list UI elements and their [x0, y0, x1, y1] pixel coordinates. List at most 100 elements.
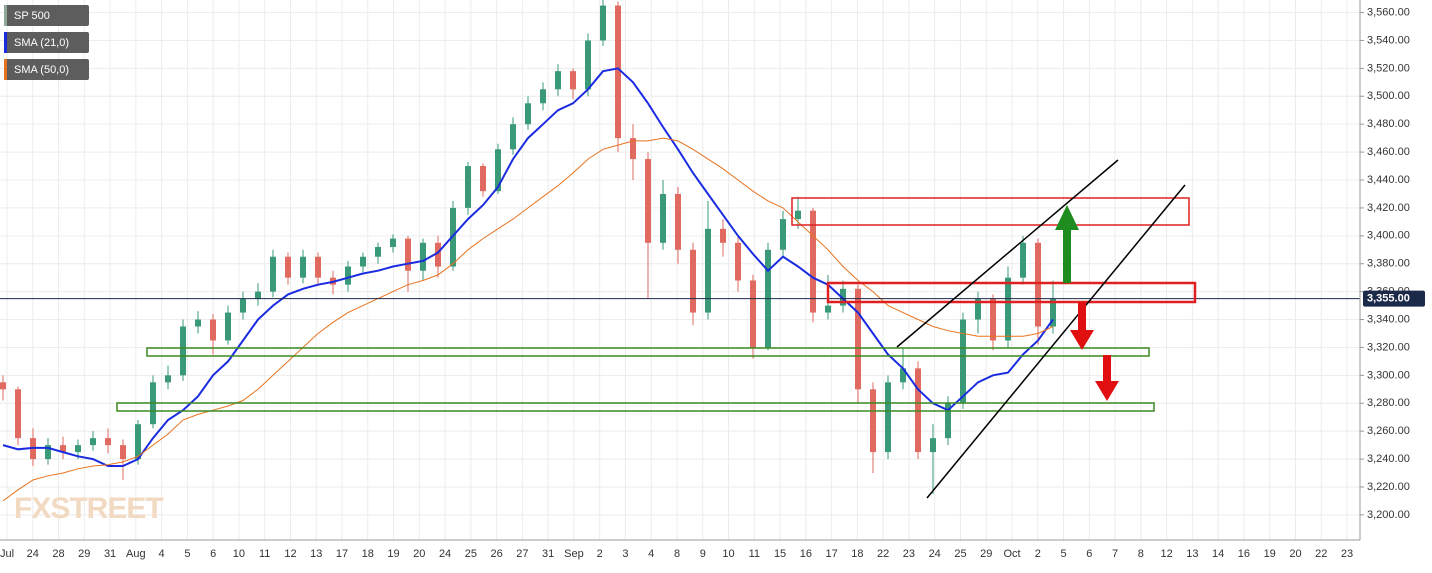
x-tick-label: 11: [749, 548, 760, 560]
candle-body: [255, 291, 261, 299]
down-arrow: [1103, 355, 1111, 383]
x-tick-label: 10: [233, 548, 245, 560]
candle-body: [90, 438, 96, 446]
x-tick-label: 22: [1315, 548, 1327, 560]
axes: 3,200.00 3,220.00 3,240.00 3,260.00 3,280.00…: [0, 0, 1425, 560]
x-tick-label: 18: [851, 548, 863, 560]
y-tick-label: 3,460.00: [1367, 146, 1410, 158]
last-price-label: 3,355.00: [1367, 293, 1410, 305]
x-tick-label: 8: [1138, 548, 1144, 560]
legend-swatch: [4, 59, 7, 80]
x-tick-label: Sep: [564, 548, 584, 560]
legend: SP 500 SMA (21,0) SMA (50,0): [4, 5, 89, 80]
x-tick-label: 19: [387, 548, 399, 560]
candle-body: [480, 166, 486, 192]
up-arrow-head: [1055, 205, 1079, 230]
legend-label: SMA (50,0): [14, 64, 69, 76]
y-tick-label: 3,540.00: [1367, 34, 1410, 46]
sma-line: [2, 137, 1054, 502]
candle-body: [165, 375, 171, 383]
y-tick-label: 3,500.00: [1367, 90, 1410, 102]
candle-body: [240, 298, 246, 313]
x-tick-label: 6: [1086, 548, 1092, 560]
x-tick-label: 18: [362, 548, 374, 560]
candle-body: [525, 103, 531, 125]
x-tick-label: 17: [336, 548, 348, 560]
candle-body: [645, 159, 651, 243]
candle-body: [1035, 242, 1041, 327]
x-tick-label: 31: [104, 548, 116, 560]
x-tick-label: 12: [284, 548, 296, 560]
x-tick-label: 16: [1238, 548, 1250, 560]
y-tick-label: 3,420.00: [1367, 202, 1410, 214]
candle-body: [810, 210, 816, 313]
y-tick-label: 3,400.00: [1367, 230, 1410, 242]
candle-body: [540, 89, 546, 104]
down-arrow-head: [1095, 381, 1119, 401]
candle-body: [345, 266, 351, 285]
candle-body: [360, 256, 366, 267]
trend-line: [896, 159, 1119, 348]
x-tick-label: 5: [1060, 548, 1066, 560]
resistance-zone: [791, 197, 1190, 226]
watermark: FXSTREET: [14, 492, 163, 525]
candle-body: [195, 319, 201, 327]
x-tick-label: 5: [184, 548, 190, 560]
candle-body: [285, 256, 291, 278]
x-tick-label: Aug: [126, 548, 146, 560]
candle-body: [375, 246, 381, 257]
x-tick-label: 27: [516, 548, 528, 560]
candle-body: [780, 219, 786, 250]
resistance-zone: [826, 281, 1197, 304]
candle-body: [600, 5, 606, 41]
x-tick-label: 4: [159, 548, 165, 560]
candle-body: [630, 138, 636, 160]
x-tick-label: 29: [78, 548, 90, 560]
x-tick-label: 15: [774, 548, 786, 560]
candle-body: [825, 305, 831, 313]
x-tick-label: 26: [490, 548, 502, 560]
x-tick-label: 12: [1160, 548, 1172, 560]
y-tick-label: 3,440.00: [1367, 174, 1410, 186]
candle-body: [735, 242, 741, 281]
down-arrow-head: [1070, 330, 1094, 350]
x-tick-label: 19: [1264, 548, 1276, 560]
candle-body: [510, 124, 516, 150]
candle-body: [300, 256, 306, 278]
candle-body: [570, 71, 576, 90]
candle-body: [555, 71, 561, 90]
candle-body: [105, 438, 111, 446]
x-tick-label: 20: [413, 548, 425, 560]
x-tick-label: 17: [825, 548, 837, 560]
x-tick-label: 4: [648, 548, 654, 560]
legend-label: SMA (21,0): [14, 37, 69, 49]
legend-box: [4, 59, 89, 80]
x-tick-label: 22: [877, 548, 889, 560]
candle-body: [225, 312, 231, 341]
candle-body: [60, 445, 66, 453]
support-zone: [116, 402, 1155, 412]
candle-body: [15, 389, 21, 439]
candle-body: [0, 382, 6, 390]
candle-body: [420, 242, 426, 271]
candle-body: [435, 242, 441, 267]
x-tick-label: 20: [1289, 548, 1301, 560]
candle-body: [1005, 277, 1011, 341]
y-tick-label: 3,280.00: [1367, 397, 1410, 409]
candle-body: [75, 445, 81, 453]
candle-body: [930, 438, 936, 453]
x-tick-label: 2: [597, 548, 603, 560]
x-tick-label: 24: [27, 548, 39, 560]
y-tick-label: 3,380.00: [1367, 258, 1410, 270]
candle-body: [870, 389, 876, 453]
y-tick-label: 3,340.00: [1367, 313, 1410, 325]
candle-body: [390, 238, 396, 247]
candle-body: [585, 40, 591, 90]
candle-body: [1050, 298, 1056, 327]
y-tick-label: 3,220.00: [1367, 481, 1410, 493]
candle-body: [660, 193, 666, 243]
x-tick-label: 10: [722, 548, 734, 560]
candle-body: [795, 210, 801, 220]
y-tick-label: 3,480.00: [1367, 118, 1410, 130]
